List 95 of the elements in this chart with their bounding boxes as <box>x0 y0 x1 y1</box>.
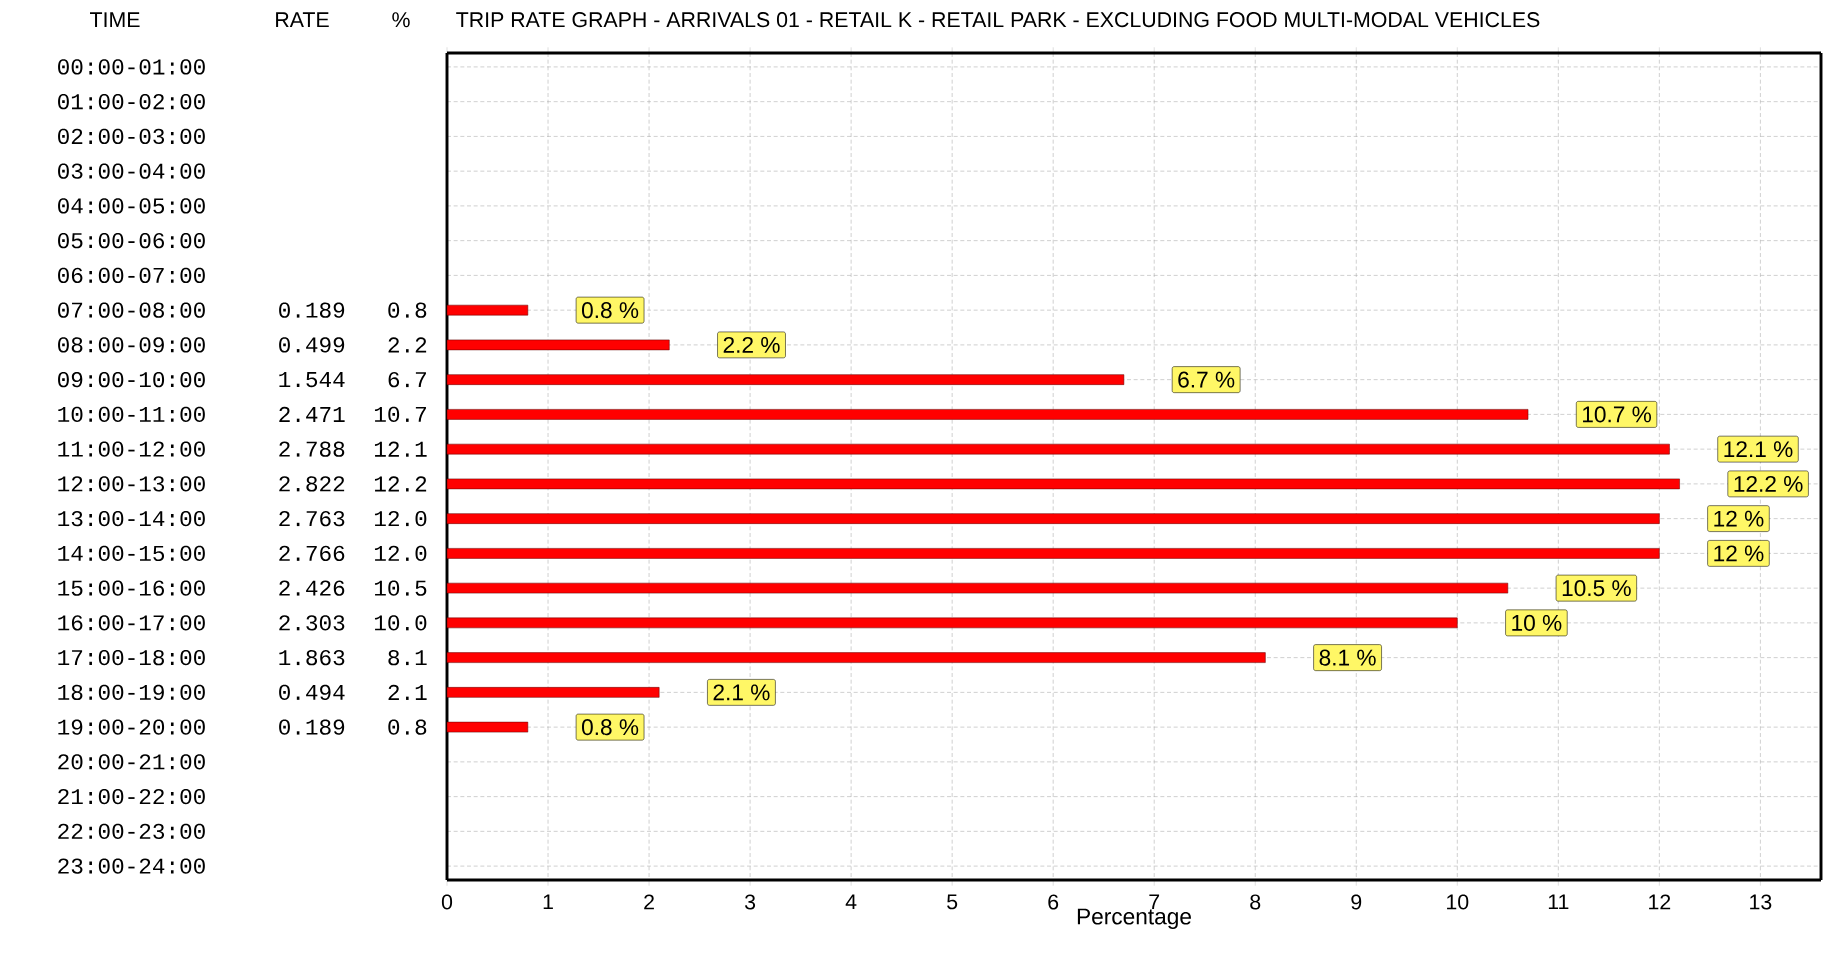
y-tick-label: 20:00-21:00 <box>58 754 205 770</box>
text: 0.8 <box>388 302 427 318</box>
x-tick-label: 4 <box>845 894 857 910</box>
bar <box>446 409 1529 420</box>
text: 2.766 <box>279 545 345 562</box>
text: 2.822 <box>279 476 345 492</box>
y-tick-label: 00:00-01:00 <box>58 59 205 75</box>
data-label: 12 % <box>1714 510 1764 527</box>
data-label: 6.7 % <box>1178 371 1235 388</box>
data-label: 10.5 % <box>1562 580 1631 597</box>
y-tick-label: 15:00-16:00 <box>58 580 205 596</box>
x-axis-title: Percentage <box>1077 908 1191 929</box>
text: 2.788 <box>279 441 345 457</box>
y-tick-label: 18:00-19:00 <box>58 684 205 701</box>
y-tick-label: 10:00-11:00 <box>58 406 205 423</box>
text: 0.8 <box>388 719 427 735</box>
text: 2.303 <box>279 615 345 631</box>
y-tick-label: 13:00-14:00 <box>58 510 205 527</box>
text: 0.499 <box>279 337 345 353</box>
data-label: 2.1 % <box>713 684 770 701</box>
text: 6.7 <box>388 371 426 388</box>
data-label: 10.7 % <box>1583 406 1652 423</box>
x-tick-label: 9 <box>1351 894 1362 910</box>
x-tick-label: 6 <box>1048 894 1059 910</box>
text: TIME <box>90 12 140 28</box>
text: 2.2 <box>388 337 427 353</box>
bar <box>446 374 1125 385</box>
y-tick-label: 07:00-08:00 <box>58 302 205 318</box>
data-label: 10 % <box>1512 614 1562 631</box>
y-tick-label: 01:00-02:00 <box>58 93 205 110</box>
text: RATE <box>276 12 329 28</box>
data-label: 2.2 % <box>723 336 780 353</box>
bar <box>446 721 529 733</box>
text: 1.544 <box>279 372 345 388</box>
text: 10.0 <box>374 615 427 631</box>
y-tick-label: 17:00-18:00 <box>58 649 205 666</box>
y-tick-label: 09:00-10:00 <box>58 371 205 388</box>
text: 8.1 <box>388 649 427 666</box>
x-tick-label: 13 <box>1750 894 1772 910</box>
text: 12.1 <box>374 441 427 457</box>
y-tick-label: 06:00-07:00 <box>58 267 205 284</box>
text: 0.494 <box>279 684 345 701</box>
bar <box>446 443 1670 455</box>
text: 12.0 <box>374 545 427 562</box>
bar <box>446 582 1509 594</box>
y-tick-label: 22:00-23:00 <box>58 823 205 840</box>
y-tick-label: 05:00-06:00 <box>58 232 205 249</box>
text: 2.1 <box>388 684 427 700</box>
text: 10.5 <box>374 580 427 596</box>
y-tick-label: 03:00-04:00 <box>58 163 205 179</box>
data-label: 8.1 % <box>1319 649 1376 666</box>
x-tick-label: 1 <box>543 894 553 910</box>
text: % <box>392 12 410 28</box>
y-tick-label: 08:00-09:00 <box>58 337 205 353</box>
x-tick-label: 3 <box>744 894 756 910</box>
bar <box>446 304 529 316</box>
x-tick-label: 7 <box>1149 894 1160 910</box>
data-label: 12 % <box>1714 545 1764 562</box>
bar <box>446 652 1266 663</box>
x-tick-label: 8 <box>1250 894 1261 910</box>
x-tick-label: 0 <box>441 894 453 910</box>
bar <box>446 548 1660 559</box>
bar <box>446 617 1458 629</box>
x-tick-label: 2 <box>644 894 654 910</box>
chart-title: TRIP RATE GRAPH - ARRIVALS 01 - RETAIL K - RETAIL PARK - EXCLUDING FOOD MULTI-MODAL VEHICLES <box>456 12 1540 28</box>
text: 2.471 <box>279 406 345 422</box>
text: 12.2 <box>374 476 427 492</box>
bar <box>446 478 1680 490</box>
data-label: 12.2 % <box>1734 475 1803 492</box>
data-label: 12.1 % <box>1724 441 1793 458</box>
y-tick-label: 02:00-03:00 <box>58 128 205 145</box>
text: 0.189 <box>279 719 345 735</box>
text: 0.189 <box>279 302 345 318</box>
data-label: 0.8 % <box>581 302 639 319</box>
y-tick-label: 19:00-20:00 <box>58 719 205 735</box>
x-tick-label: 10 <box>1447 894 1469 910</box>
y-tick-label: 11:00-12:00 <box>58 441 205 457</box>
y-tick-label: 16:00-17:00 <box>58 615 205 631</box>
text: 2.763 <box>279 510 345 527</box>
bar <box>446 687 660 698</box>
y-tick-label: 14:00-15:00 <box>58 545 205 562</box>
bar <box>446 513 1660 524</box>
x-tick-label: 12 <box>1649 894 1671 910</box>
y-tick-label: 23:00-24:00 <box>58 858 205 874</box>
y-tick-label: 21:00-22:00 <box>58 788 205 805</box>
y-tick-label: 12:00-13:00 <box>58 476 205 492</box>
y-tick-label: 04:00-05:00 <box>58 198 205 214</box>
x-tick-label: 5 <box>947 894 958 910</box>
text: 1.863 <box>279 649 345 666</box>
text: 10.7 <box>374 406 426 423</box>
text: 12.0 <box>374 510 427 527</box>
text: 2.426 <box>279 580 345 596</box>
x-tick-label: 11 <box>1548 894 1569 910</box>
data-label: 0.8 % <box>581 719 639 736</box>
bar <box>446 339 670 351</box>
